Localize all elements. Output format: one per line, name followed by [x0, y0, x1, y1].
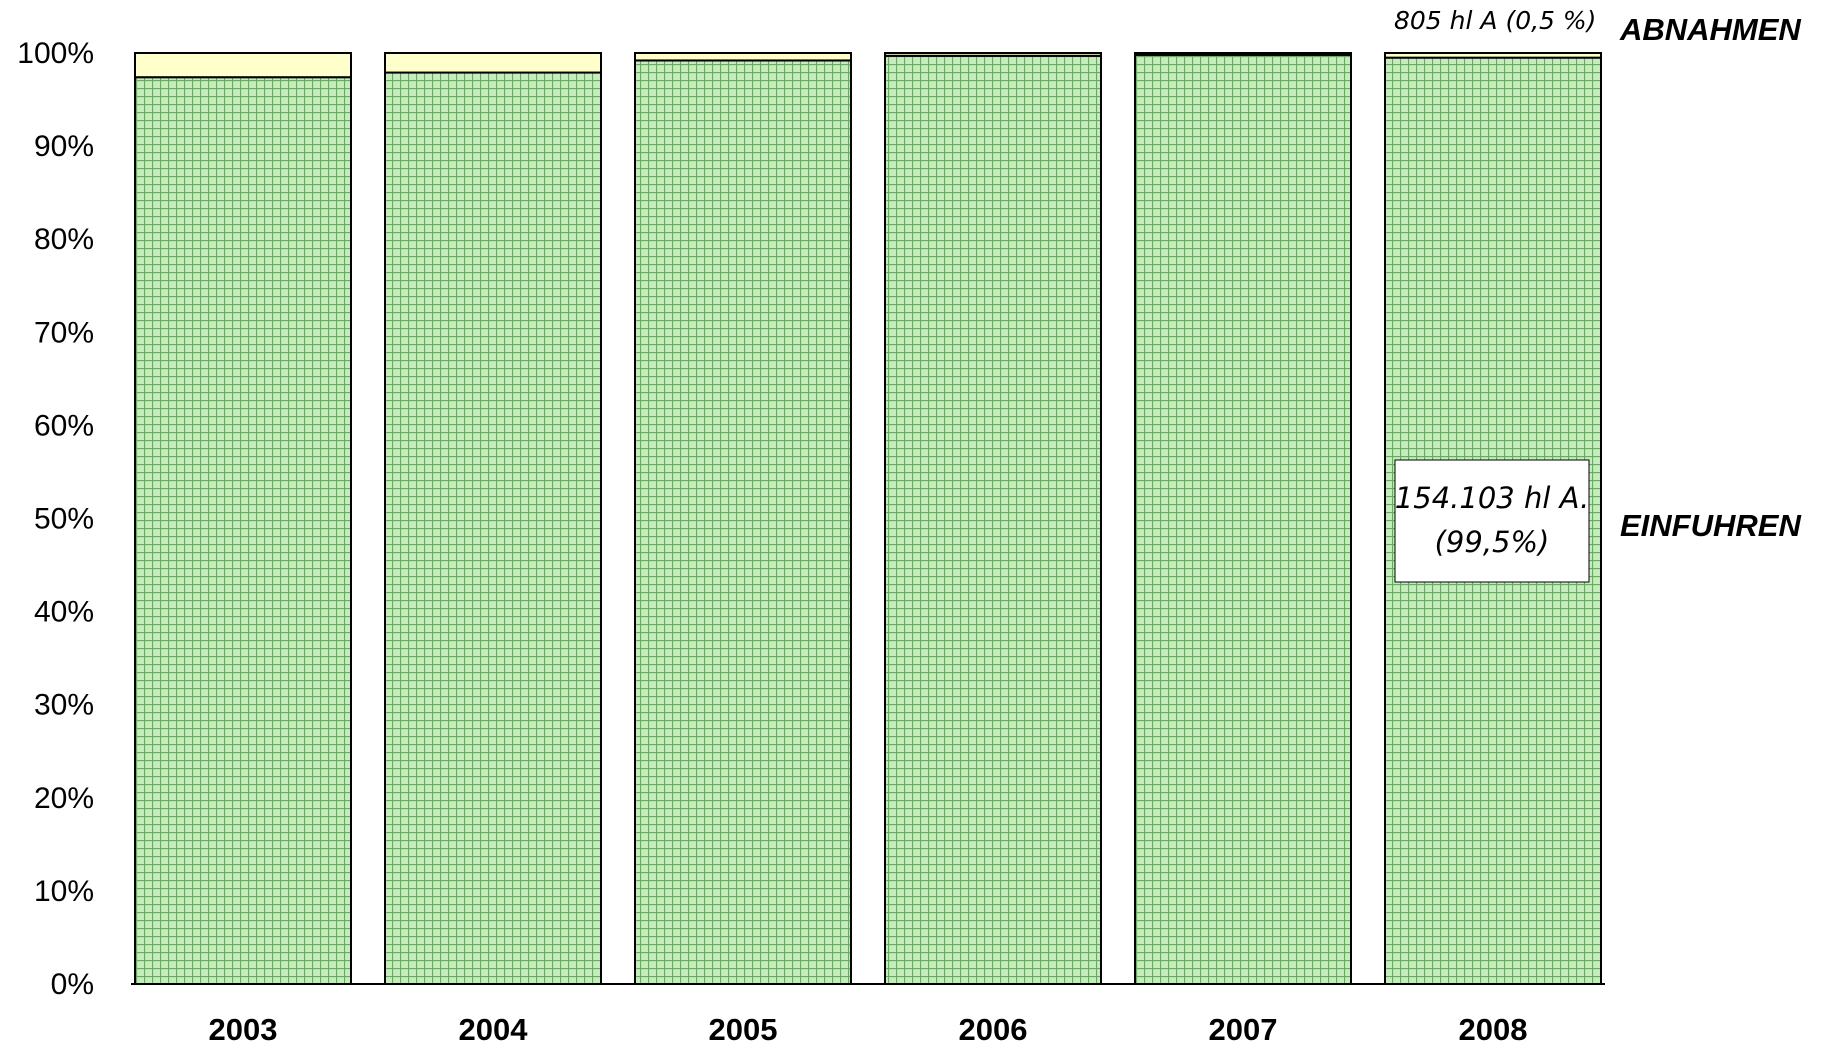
x-tick-label: 2007	[1209, 1012, 1278, 1046]
bars-group	[134, 52, 1602, 986]
y-tick-label: 100%	[17, 37, 94, 70]
callout-line-1: 154.103 hl A.	[1395, 481, 1589, 515]
series-label-einfuhren: EINFUHREN	[1620, 508, 1801, 543]
bar-einfuhren-2004	[384, 71, 602, 985]
x-tick-label: 2006	[959, 1012, 1028, 1046]
bar-abnahmen-2008	[1384, 52, 1602, 59]
series-label-abnahmen: ABNAHMEN	[1619, 12, 1801, 47]
bar-abnahmen-2003	[134, 52, 352, 79]
x-tick-label: 2008	[1459, 1012, 1528, 1046]
bar-einfuhren-2006	[884, 54, 1102, 985]
callout-line-2: (99,5%)	[1435, 525, 1550, 559]
bar-abnahmen-2006	[884, 52, 1102, 57]
bar-stack-2005	[634, 52, 852, 985]
y-tick-label: 30%	[34, 689, 94, 722]
bar-abnahmen-2007	[1134, 52, 1352, 56]
bar-stack-2007	[1134, 52, 1352, 985]
callout-box	[1394, 459, 1590, 583]
bar-einfuhren-2003	[134, 76, 352, 986]
y-tick-label: 70%	[34, 316, 94, 349]
x-tick-label: 2003	[209, 1012, 278, 1046]
bar-abnahmen-2004	[384, 52, 602, 74]
einfuhren-2008-callout: 154.103 hl A. (99,5%)	[1394, 459, 1590, 583]
y-tick-label: 0%	[51, 968, 94, 1001]
bar-stack-2003	[134, 52, 352, 986]
bar-stack-2006	[884, 52, 1102, 985]
y-tick-label: 80%	[34, 223, 94, 256]
x-tick-label: 2005	[709, 1012, 778, 1046]
x-tick-label: 2004	[459, 1012, 529, 1046]
bar-abnahmen-2005	[634, 52, 852, 62]
y-tick-label: 90%	[34, 130, 94, 163]
x-axis-labels: 2003 2004 2005 2006 2007 2008	[131, 983, 1605, 1046]
bar-einfuhren-2005	[634, 59, 852, 985]
y-tick-label: 50%	[34, 503, 94, 536]
y-tick-label: 60%	[34, 409, 94, 442]
bar-stack-2004	[384, 52, 602, 985]
abnahmen-2008-annotation: 805 hl A (0,5 %)	[1394, 6, 1596, 35]
y-axis-ticks: 0% 10% 20% 30% 40% 50% 60% 70% 80% 90% 100%	[17, 37, 94, 1001]
y-tick-label: 20%	[34, 782, 94, 815]
y-tick-label: 10%	[34, 875, 94, 908]
y-tick-label: 40%	[34, 596, 94, 629]
bar-einfuhren-2007	[1134, 53, 1352, 985]
